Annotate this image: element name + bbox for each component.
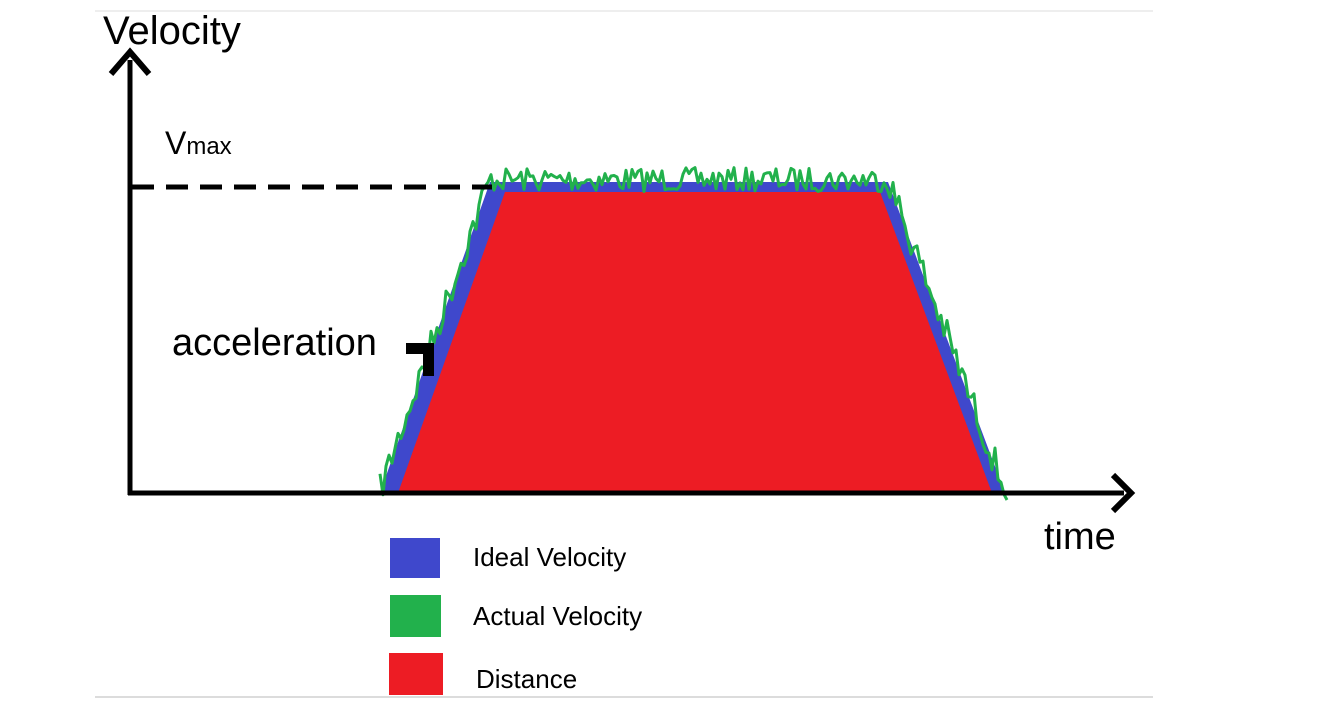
legend-swatch-actual-velocity: [390, 595, 441, 637]
x-axis-arrowhead: [1110, 472, 1136, 514]
acceleration-indicator: [406, 343, 434, 376]
vmax-label-subscript: max: [186, 133, 231, 160]
vmax-label: Vmax: [165, 125, 232, 161]
legend-label-ideal-velocity: Ideal Velocity: [473, 542, 626, 572]
y-axis-label: Velocity: [103, 9, 241, 53]
acceleration-label: acceleration: [172, 322, 377, 364]
legend-label-distance: Distance: [476, 664, 577, 694]
x-axis-label: time: [1044, 516, 1116, 558]
legend-label-actual-velocity: Actual Velocity: [473, 601, 642, 631]
legend-swatch-ideal-velocity: [390, 538, 440, 578]
vmax-label-v: V: [165, 125, 187, 161]
distance-area: [398, 192, 992, 493]
y-axis-arrowhead: [108, 47, 152, 76]
legend: Ideal Velocity Actual Velocity Distance: [389, 538, 642, 695]
legend-swatch-distance: [389, 653, 443, 695]
